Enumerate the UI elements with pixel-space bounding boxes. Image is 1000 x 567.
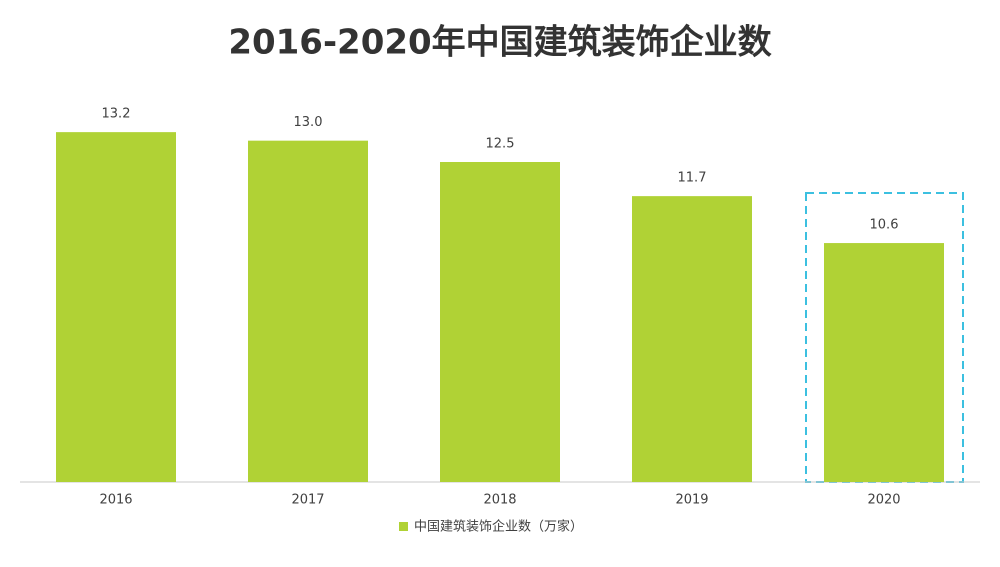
bar	[56, 132, 176, 482]
value-label: 13.0	[294, 115, 323, 130]
chart-title: 2016-2020年中国建筑装饰企业数	[228, 23, 771, 63]
x-tick-label: 2016	[99, 493, 132, 508]
value-label: 12.5	[486, 137, 515, 152]
x-tick-label: 2017	[291, 493, 324, 508]
bar	[632, 196, 752, 482]
legend-swatch	[399, 522, 408, 531]
value-label: 10.6	[870, 218, 899, 233]
x-tick-label: 2018	[483, 493, 516, 508]
bar	[824, 243, 944, 482]
legend-label: 中国建筑装饰企业数（万家）	[414, 519, 583, 535]
value-label: 11.7	[678, 171, 707, 186]
value-label: 13.2	[102, 107, 131, 122]
bar	[248, 140, 368, 482]
bar	[440, 162, 560, 482]
x-tick-label: 2020	[867, 493, 900, 508]
x-tick-label: 2019	[675, 493, 708, 508]
